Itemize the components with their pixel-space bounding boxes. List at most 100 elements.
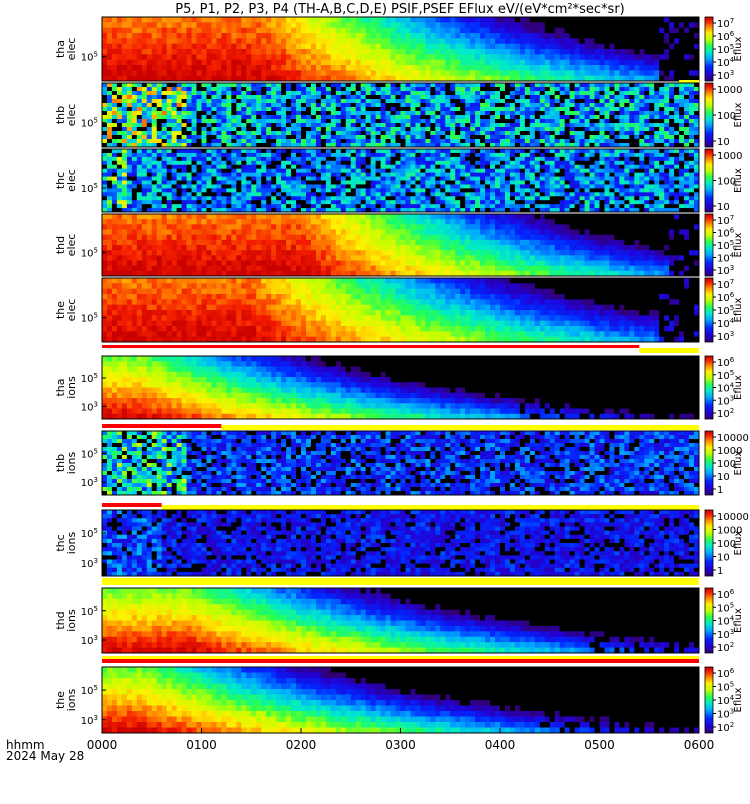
spectrogram-cell (535, 95, 540, 99)
spectrogram-cell (485, 83, 490, 87)
spectrogram-cell (450, 165, 455, 169)
spectrogram-cell (381, 38, 386, 44)
spectrogram-cell (639, 91, 644, 95)
spectrogram-cell (162, 28, 167, 34)
spectrogram-cell (580, 115, 585, 119)
spectrogram-cell (271, 28, 276, 34)
spectrogram-cell (366, 44, 371, 50)
spectrogram-cell (684, 49, 689, 55)
spectrogram-cell (415, 135, 420, 139)
spectrogram-cell (127, 95, 132, 99)
spectrogram-cell (386, 139, 391, 143)
spectrogram-cell (455, 107, 460, 111)
spectrogram-cell (286, 123, 291, 127)
spectrogram-cell (291, 65, 296, 71)
spectrogram-cell (585, 115, 590, 119)
spectrogram-cell (649, 111, 654, 115)
spectrogram-cell (575, 123, 580, 127)
spectrogram-cell (684, 28, 689, 34)
spectrogram-cell (202, 65, 207, 71)
spectrogram-cell (341, 196, 346, 200)
spectrogram-cell (669, 123, 674, 127)
spectrogram-cell (604, 49, 609, 55)
spectrogram-cell (500, 135, 505, 139)
spectrogram-cell (271, 91, 276, 95)
spectrogram-cell (550, 119, 555, 123)
spectrogram-cell (570, 192, 575, 196)
spectrogram-cell (107, 192, 112, 196)
spectrogram-cell (192, 22, 197, 28)
spectrogram-cell (172, 139, 177, 143)
spectrogram-cell (221, 22, 226, 28)
spectrogram-cell (570, 95, 575, 99)
spectrogram-cell (326, 65, 331, 71)
spectrogram-cell (321, 181, 326, 185)
spectrogram-cell (316, 22, 321, 28)
spectrogram-cell (450, 107, 455, 111)
spectrogram-cell (206, 173, 211, 177)
spectrogram-cell (505, 44, 510, 50)
spectrogram-cell (535, 107, 540, 111)
spectrogram-cell (420, 169, 425, 173)
spectrogram-cell (316, 70, 321, 76)
spectrogram-cell (211, 135, 216, 139)
spectrogram-cell (540, 44, 545, 50)
spectrogram-cell (415, 192, 420, 196)
spectrogram-cell (629, 54, 634, 60)
spectrogram-cell (296, 200, 301, 204)
spectrogram-cell (361, 17, 366, 23)
spectrogram-cell (391, 95, 396, 99)
spectrogram-cell (659, 83, 664, 87)
spectrogram-cell (271, 169, 276, 173)
spectrogram-cell (346, 184, 351, 188)
spectrogram-cell (405, 181, 410, 185)
spectrogram-cell (107, 103, 112, 107)
spectrogram-cell (460, 60, 465, 66)
spectrogram-cell (510, 103, 515, 107)
spectrogram-cell (540, 173, 545, 177)
spectrogram-cell (500, 200, 505, 204)
spectrogram-cell (525, 131, 530, 135)
spectrogram-cell (435, 119, 440, 123)
spectrogram-cell (545, 196, 550, 200)
spectrogram-cell (147, 200, 152, 204)
spectrogram-cell (540, 54, 545, 60)
spectrogram-cell (112, 91, 117, 95)
spectrogram-cell (112, 153, 117, 157)
spectrogram-cell (480, 157, 485, 161)
spectrogram-cell (102, 111, 107, 115)
spectrogram-cell (221, 99, 226, 103)
spectrogram-cell (102, 177, 107, 181)
spectrogram-cell (535, 65, 540, 71)
spectrogram-cell (251, 177, 256, 181)
spectrogram-cell (475, 177, 480, 181)
spectrogram-cell (142, 28, 147, 34)
spectrogram-cell (266, 157, 271, 161)
spectrogram-cell (674, 70, 679, 76)
spectrogram-cell (425, 188, 430, 192)
spectrogram-cell (664, 135, 669, 139)
spectrogram-cell (276, 181, 281, 185)
spectrogram-cell (376, 196, 381, 200)
spectrogram-cell (540, 65, 545, 71)
spectrogram-cell (206, 169, 211, 173)
spectrogram-cell (226, 127, 231, 131)
spectrogram-cell (535, 17, 540, 23)
spectrogram-cell (545, 95, 550, 99)
spectrogram-cell (162, 165, 167, 169)
spectrogram-cell (614, 65, 619, 71)
spectrogram-cell (550, 196, 555, 200)
spectrogram-cell (376, 127, 381, 131)
spectrogram-cell (281, 165, 286, 169)
spectrogram-cell (595, 135, 600, 139)
spectrogram-cell (112, 192, 117, 196)
spectrogram-cell (321, 149, 326, 153)
spectrogram-cell (112, 161, 117, 165)
spectrogram-cell (117, 123, 122, 127)
spectrogram-cell (639, 131, 644, 135)
spectrogram-cell (585, 135, 590, 139)
spectrogram-cell (629, 95, 634, 99)
spectrogram-cell (495, 131, 500, 135)
spectrogram-cell (206, 33, 211, 39)
spectrogram-cell (515, 135, 520, 139)
